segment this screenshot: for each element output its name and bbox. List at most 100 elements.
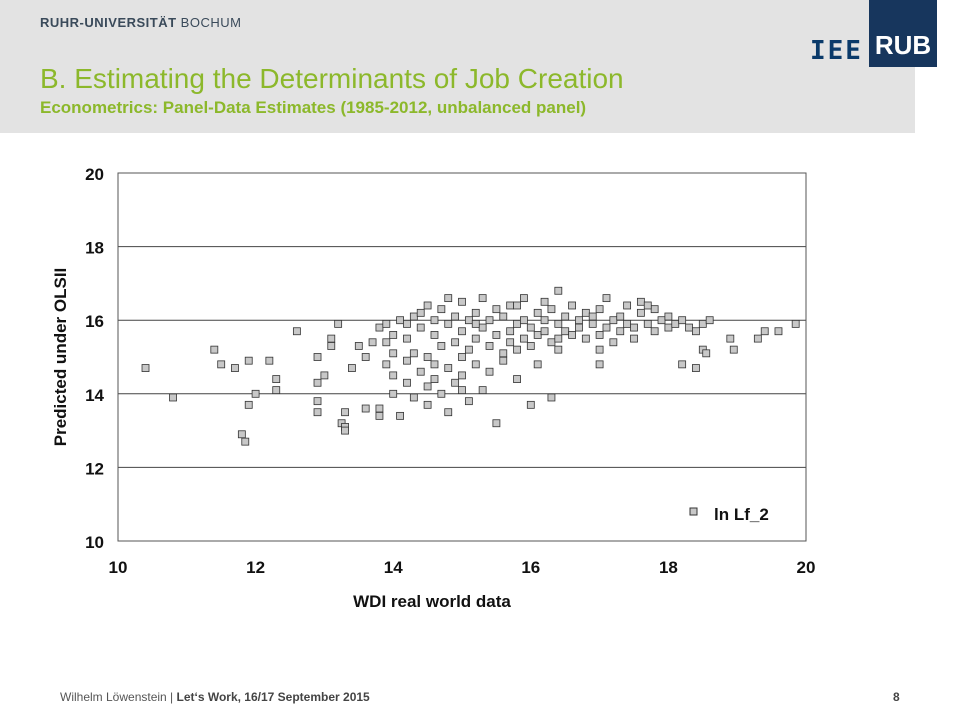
- x-tick-label: 20: [797, 558, 816, 577]
- data-point: [492, 419, 501, 428]
- data-point: [368, 338, 377, 347]
- x-tick-label: 16: [521, 558, 540, 577]
- data-point: [334, 319, 343, 328]
- data-point: [568, 331, 576, 339]
- data-point: [478, 323, 487, 332]
- data-point: [409, 312, 418, 321]
- data-point: [451, 338, 460, 347]
- data-point: [141, 364, 150, 372]
- data-point: [423, 382, 432, 391]
- data-point: [630, 334, 638, 343]
- university-name-rest: BOCHUM: [176, 15, 242, 30]
- data-point: [616, 312, 625, 321]
- data-point: [444, 319, 453, 328]
- data-point: [791, 319, 800, 328]
- data-point: [375, 411, 384, 420]
- university-name: RUHR-UNIVERSITÄT BOCHUM: [40, 15, 241, 30]
- data-point: [729, 345, 738, 354]
- data-point: [382, 360, 391, 369]
- data-point: [506, 327, 515, 336]
- data-point: [575, 323, 583, 332]
- data-point: [678, 316, 687, 325]
- x-tick-label: 14: [384, 558, 403, 577]
- data-point: [403, 334, 411, 343]
- legend: ln Lf_2: [689, 505, 769, 524]
- data-point: [506, 301, 515, 310]
- data-point: [623, 301, 632, 310]
- data-point: [595, 305, 604, 314]
- y-tick-label: 18: [85, 239, 104, 258]
- y-tick-label: 20: [85, 165, 104, 184]
- y-tick-label: 10: [85, 533, 104, 552]
- data-point: [492, 305, 501, 314]
- data-point: [595, 331, 604, 339]
- data-point: [396, 316, 404, 325]
- page-number: 8: [893, 690, 900, 704]
- data-point: [588, 319, 597, 328]
- data-point: [313, 378, 322, 387]
- data-point: [499, 312, 508, 321]
- data-point: [513, 319, 521, 328]
- data-point: [616, 327, 625, 336]
- data-point: [430, 375, 439, 383]
- data-point: [623, 319, 632, 328]
- data-point: [526, 323, 535, 332]
- data-point: [520, 334, 528, 343]
- footer-text: Wilhelm Löwenstein | Let‘s Work, 16/17 S…: [60, 690, 370, 704]
- tick-labels: 10 12 14 16 18 20 10 12 14 16 18 20: [85, 165, 815, 577]
- data-point: [169, 393, 177, 402]
- data-point: [403, 319, 411, 328]
- data-point: [753, 334, 762, 343]
- data-point: [471, 319, 480, 328]
- data-point: [609, 316, 618, 325]
- data-point: [409, 393, 418, 402]
- data-point: [444, 408, 453, 417]
- data-point: [389, 349, 398, 358]
- data-point: [664, 312, 673, 321]
- data-point: [657, 316, 666, 325]
- data-point: [554, 319, 563, 328]
- data-point: [416, 367, 425, 376]
- data-point: [464, 345, 473, 354]
- data-points: [141, 286, 800, 446]
- data-point: [348, 364, 356, 372]
- data-point: [540, 327, 549, 336]
- data-point: [492, 331, 501, 339]
- data-point: [451, 312, 460, 321]
- data-point: [774, 327, 783, 336]
- data-point: [650, 305, 659, 314]
- data-point: [588, 312, 597, 321]
- data-point: [382, 338, 391, 347]
- data-point: [760, 327, 769, 336]
- data-point: [602, 323, 611, 332]
- data-point: [609, 338, 618, 347]
- y-tick-label: 16: [85, 312, 104, 331]
- data-point: [533, 360, 542, 369]
- data-point: [478, 386, 487, 395]
- data-point: [444, 364, 453, 372]
- data-point: [244, 356, 253, 365]
- data-point: [423, 400, 432, 409]
- data-point: [547, 338, 556, 347]
- rub-logo: RUB: [869, 0, 937, 67]
- data-point: [437, 305, 446, 314]
- university-name-bold: RUHR-UNIVERSITÄT: [40, 15, 177, 30]
- data-point: [602, 294, 611, 303]
- data-point: [643, 301, 652, 310]
- data-point: [540, 297, 549, 306]
- data-point: [678, 360, 687, 369]
- iee-logo: IEE: [810, 36, 863, 66]
- data-point: [375, 404, 384, 413]
- data-point: [361, 404, 370, 413]
- data-point: [251, 389, 260, 398]
- legend-label: ln Lf_2: [714, 505, 769, 524]
- data-point: [595, 360, 604, 369]
- data-point: [471, 334, 480, 343]
- data-point: [554, 334, 563, 343]
- data-point: [217, 360, 226, 369]
- data-point: [520, 294, 528, 303]
- data-point: [464, 316, 473, 325]
- data-point: [458, 371, 466, 380]
- data-point: [313, 397, 322, 406]
- data-point: [485, 367, 494, 376]
